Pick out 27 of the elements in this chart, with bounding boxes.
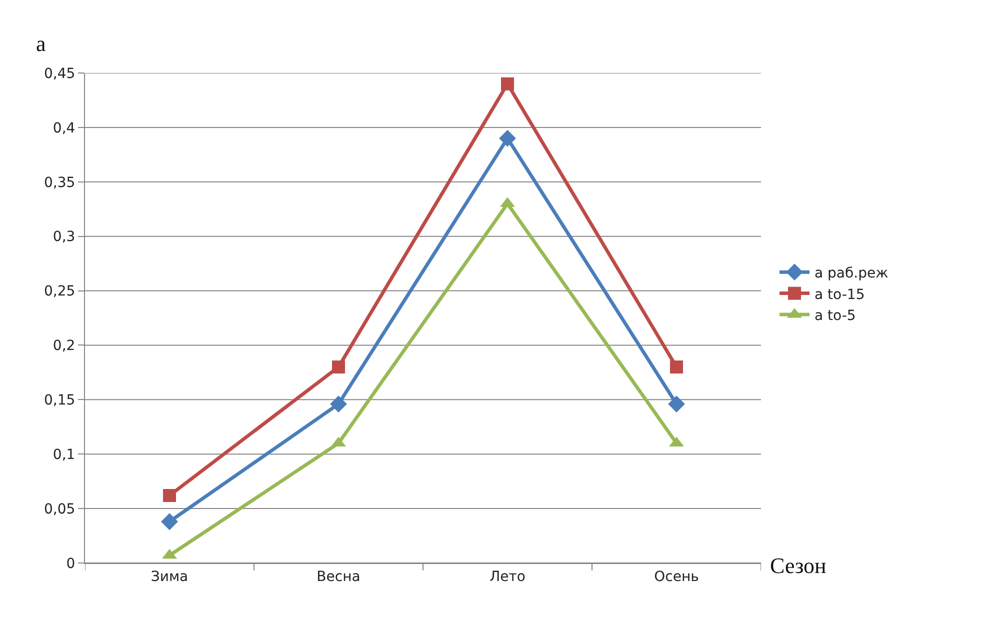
x-tick-label: Весна xyxy=(316,568,360,585)
point xyxy=(163,488,176,502)
point xyxy=(332,360,345,374)
x-tick-label: Лето xyxy=(490,568,526,585)
y-axis-title: а xyxy=(36,31,46,56)
point xyxy=(161,513,178,530)
legend-label: а to-15 xyxy=(814,286,865,303)
point xyxy=(499,130,516,147)
y-tick-label: 0,3 xyxy=(52,229,76,246)
y-tick-label: 0,35 xyxy=(44,174,76,191)
legend-label: а to-5 xyxy=(814,308,856,324)
y-tick-label: 0 xyxy=(66,556,76,572)
y-tick-label: 0,05 xyxy=(44,501,76,518)
point xyxy=(668,396,685,412)
y-tick-label: 0,25 xyxy=(44,284,76,300)
y-tick-label: 0,4 xyxy=(52,120,76,136)
legend-label: а раб.реж xyxy=(814,266,889,282)
y-tick-label: 0,45 xyxy=(44,66,76,82)
y-tick-label: 0,2 xyxy=(52,338,76,354)
point xyxy=(670,360,683,374)
x-tick-label: Осень xyxy=(654,568,699,585)
y-tick-label: 0,15 xyxy=(44,392,76,409)
point xyxy=(501,77,514,90)
y-tick-label: 0,1 xyxy=(52,447,76,464)
x-tick-label: Зима xyxy=(150,568,188,585)
x-axis-title: Сезон xyxy=(770,553,827,578)
point xyxy=(330,396,347,412)
